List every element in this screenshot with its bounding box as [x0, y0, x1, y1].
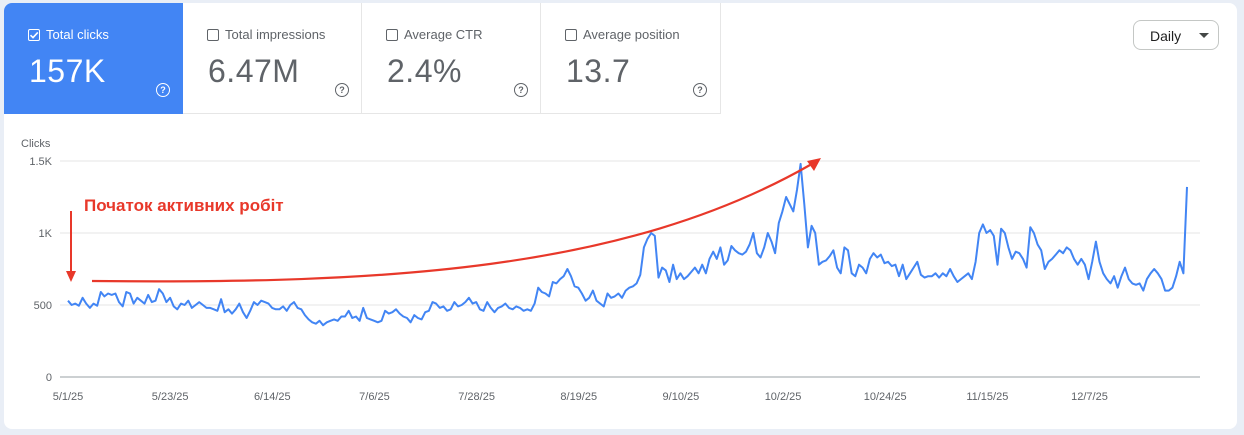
y-tick-label: 0 — [46, 372, 52, 384]
metric-label: Average CTR — [404, 27, 483, 42]
x-tick-label: 5/1/25 — [53, 391, 84, 403]
metric-value: 2.4% — [387, 53, 462, 89]
y-tick-label: 1.5K — [29, 156, 52, 168]
clicks-line-chart: 0 500 1K 1.5K Clicks 5/1/25 5/23/25 6/14/25 7/6/… — [21, 138, 1200, 403]
metric-label: Total clicks — [46, 27, 109, 42]
x-tick-label: 10/2/25 — [765, 391, 802, 403]
metric-label: Total impressions — [225, 27, 326, 42]
y-tick-label: 500 — [34, 300, 52, 312]
x-tick-label: 12/7/25 — [1071, 391, 1108, 403]
metric-total-clicks[interactable]: Total clicks 157K ? — [4, 3, 183, 114]
metric-label: Average position — [583, 27, 680, 42]
metric-average-ctr[interactable]: Average CTR 2.4% ? — [362, 3, 541, 114]
metric-total-impressions[interactable]: Total impressions 6.47M ? — [183, 3, 362, 114]
annotation-label: Початок активних робіт — [84, 196, 284, 215]
x-tick-label: 8/19/25 — [560, 391, 597, 403]
y-axis-label: Clicks — [21, 138, 51, 150]
performance-card: Total clicks 157K ? Total impressions 6.… — [4, 3, 1237, 429]
trend-arrow-head — [807, 158, 821, 171]
x-tick-label: 7/28/25 — [458, 391, 495, 403]
period-dropdown[interactable]: Daily — [1133, 20, 1219, 50]
clicks-series-line — [67, 162, 1188, 327]
period-dropdown-label: Daily — [1150, 28, 1182, 44]
help-icon[interactable]: ? — [156, 83, 170, 97]
metric-value: 6.47M — [208, 53, 300, 89]
x-tick-label: 7/6/25 — [359, 391, 390, 403]
help-icon[interactable]: ? — [335, 83, 349, 97]
help-icon[interactable]: ? — [514, 83, 528, 97]
x-tick-label: 6/14/25 — [254, 391, 291, 403]
metric-value: 13.7 — [566, 53, 631, 89]
x-tick-label: 9/10/25 — [663, 391, 700, 403]
checkbox-icon[interactable] — [207, 29, 219, 41]
caret-down-icon — [1199, 33, 1209, 38]
metric-average-position[interactable]: Average position 13.7 ? — [541, 3, 721, 114]
x-tick-label: 5/23/25 — [152, 391, 189, 403]
annotation-down-arrow-head — [66, 271, 76, 282]
checkbox-checked-icon[interactable] — [28, 29, 40, 41]
x-tick-label: 10/24/25 — [864, 391, 907, 403]
trend-arrow-curve — [91, 164, 811, 283]
metric-value: 157K — [29, 53, 106, 89]
checkbox-icon[interactable] — [386, 29, 398, 41]
x-tick-label: 11/15/25 — [966, 391, 1008, 403]
help-icon[interactable]: ? — [693, 83, 707, 97]
checkbox-icon[interactable] — [565, 29, 577, 41]
y-tick-label: 1K — [39, 228, 53, 240]
